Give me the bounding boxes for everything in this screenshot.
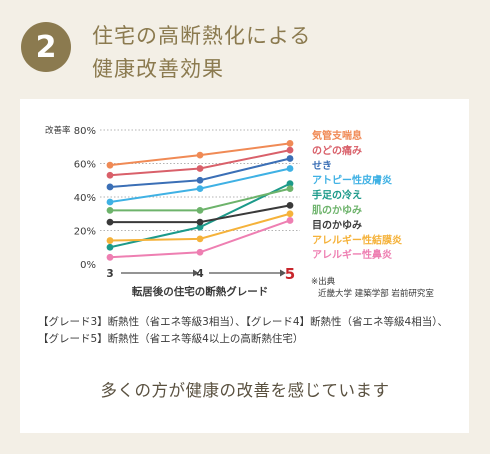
data-point [196, 207, 204, 214]
data-point [106, 207, 114, 214]
y-tick-label: 80% [74, 126, 96, 137]
x-tick-label: 3 [106, 268, 113, 280]
data-point [286, 165, 294, 172]
data-point [196, 235, 204, 243]
data-point [286, 185, 294, 193]
data-point [286, 140, 294, 147]
data-point [106, 198, 114, 206]
legend-entry: 手足の冷え [312, 189, 362, 202]
heading-line-2: 健康改善効果 [92, 57, 224, 81]
grade-definitions: 【グレード3】断熱性（省エネ等級3相当）、【グレード4】断熱性（省エネ等級4相当… [38, 314, 448, 348]
data-point [286, 146, 294, 154]
data-point [106, 218, 114, 226]
data-point [106, 253, 114, 261]
data-point [106, 171, 114, 179]
data-point [106, 161, 114, 169]
legend-entry: 目のかゆみ [312, 219, 362, 231]
x-tick-label: 4 [196, 268, 203, 280]
legend-entry: のどの痛み [312, 144, 362, 157]
y-tick-label: 60% [74, 160, 96, 171]
grade-definition-line-2: 【グレード5】断熱性（省エネ等級4以上の高断熱住宅） [38, 333, 304, 345]
y-tick-label: 40% [74, 193, 96, 204]
source-note-title: ※出典 [311, 276, 336, 287]
x-tick-label: 5 [285, 265, 295, 283]
data-point [286, 201, 294, 209]
x-axis-arrowhead [193, 269, 199, 277]
step-number: 2 [35, 29, 57, 65]
data-point [196, 223, 204, 231]
chart-panel [20, 99, 469, 433]
data-point [286, 210, 294, 218]
data-point [196, 151, 204, 159]
data-point [106, 237, 114, 244]
section-heading: 住宅の高断熱化による 健康改善効果 [92, 20, 311, 86]
legend-entry: アレルギー性鼻炎 [312, 248, 392, 261]
y-tick-label: 20% [74, 227, 96, 238]
legend-entry: 肌のかゆみ [312, 205, 362, 217]
data-point [286, 155, 294, 162]
grade-definition-line-1: 【グレード3】断熱性（省エネ等級3相当）、【グレード4】断熱性（省エネ等級4相当… [38, 316, 448, 328]
legend-entry: 気管支喘息 [311, 129, 362, 142]
legend-entry: アレルギー性結膜炎 [312, 233, 402, 246]
legend-entry: せき [312, 160, 332, 172]
data-point [286, 180, 294, 188]
source-note-author: 近畿大学 建築学部 岩前研究室 [318, 288, 434, 299]
data-point [196, 185, 204, 193]
data-point [286, 217, 294, 224]
data-point [196, 165, 204, 172]
step-number-badge: 2 [21, 22, 71, 72]
x-axis-arrowhead [280, 269, 286, 277]
y-axis-label: 改善率 [45, 125, 71, 136]
heading-line-1: 住宅の高断熱化による [92, 24, 312, 48]
summary-text: 多くの方が健康の改善を感じています [100, 381, 390, 400]
y-tick-label: 0% [80, 260, 96, 271]
data-point [106, 243, 114, 251]
legend-entry: アトピー性皮膚炎 [312, 174, 392, 187]
x-axis-label: 転居後の住宅の断熱グレード [132, 285, 269, 298]
data-point [196, 218, 204, 226]
data-point [196, 176, 204, 184]
data-point [106, 183, 114, 191]
data-point [196, 248, 204, 256]
